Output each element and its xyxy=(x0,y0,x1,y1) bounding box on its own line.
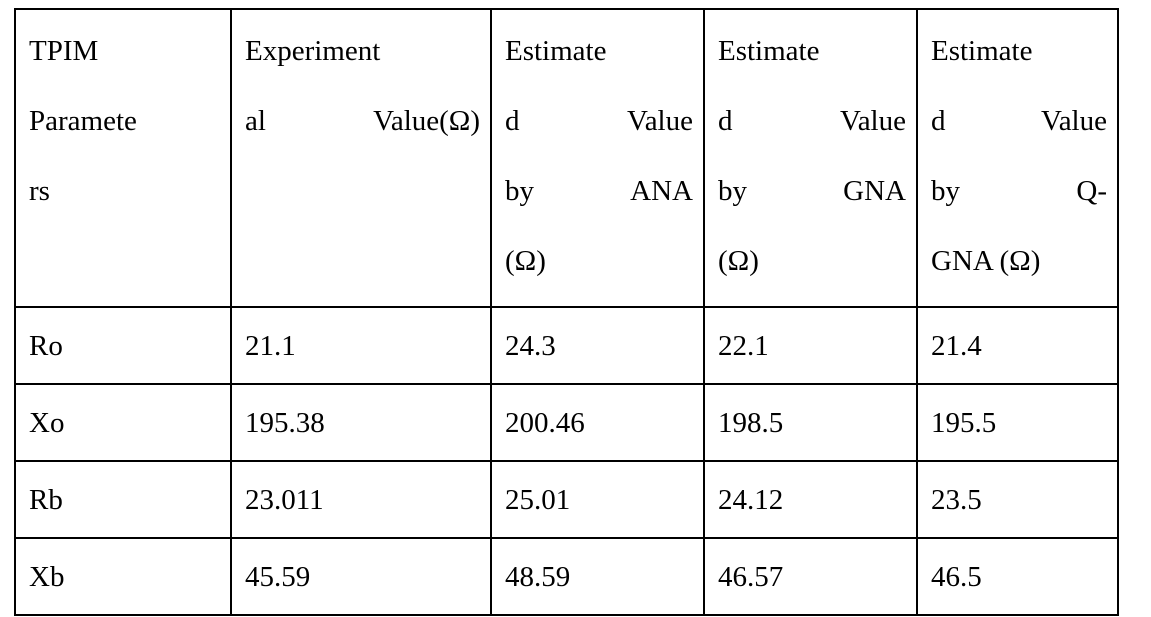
value-cell: 48.59 xyxy=(490,537,705,616)
header-line: d Value xyxy=(505,105,693,137)
header-line: rs xyxy=(29,175,50,207)
table-row-xo: Xo 195.38 200.46 198.5 195.5 xyxy=(14,383,1119,462)
header-line: (Ω) xyxy=(718,245,759,277)
value-cell: 46.57 xyxy=(703,537,918,616)
header-line: GNA (Ω) xyxy=(931,245,1041,277)
header-line: al Value(Ω) xyxy=(245,105,480,137)
param-cell: Xb xyxy=(14,537,232,616)
table-row-rb: Rb 23.011 25.01 24.12 23.5 xyxy=(14,460,1119,539)
header-line: Experiment xyxy=(245,35,381,67)
header-line: (Ω) xyxy=(505,245,546,277)
header-line: Paramete xyxy=(29,105,137,137)
header-line: by Q- xyxy=(931,175,1107,207)
table-row-ro: Ro 21.1 24.3 22.1 21.4 xyxy=(14,306,1119,385)
header-cell-estimated-value-qgna: Estimate d Value by Q- GNA (Ω) xyxy=(916,8,1119,308)
table-row-xb: Xb 45.59 48.59 46.57 46.5 xyxy=(14,537,1119,616)
header-line: d Value xyxy=(718,105,906,137)
value-cell: 22.1 xyxy=(703,306,918,385)
value-cell: 23.5 xyxy=(916,460,1119,539)
header-line: Estimate xyxy=(931,35,1033,67)
value-cell: 198.5 xyxy=(703,383,918,462)
param-cell: Rb xyxy=(14,460,232,539)
value-cell: 25.01 xyxy=(490,460,705,539)
param-cell: Xo xyxy=(14,383,232,462)
value-cell: 24.12 xyxy=(703,460,918,539)
value-cell: 21.1 xyxy=(230,306,492,385)
header-line: Estimate xyxy=(718,35,820,67)
param-cell: Ro xyxy=(14,306,232,385)
header-line: d Value xyxy=(931,105,1107,137)
header-row: TPIM Paramete rs Experiment al Value(Ω) … xyxy=(14,8,1119,308)
header-cell-experimental-value: Experiment al Value(Ω) xyxy=(230,8,492,308)
value-cell: 23.011 xyxy=(230,460,492,539)
value-cell: 21.4 xyxy=(916,306,1119,385)
header-cell-estimated-value-gna: Estimate d Value by GNA (Ω) xyxy=(703,8,918,308)
header-line: TPIM xyxy=(29,35,99,67)
value-cell: 46.5 xyxy=(916,537,1119,616)
value-cell: 195.38 xyxy=(230,383,492,462)
tpim-parameters-table: TPIM Paramete rs Experiment al Value(Ω) … xyxy=(14,8,1119,616)
value-cell: 195.5 xyxy=(916,383,1119,462)
value-cell: 45.59 xyxy=(230,537,492,616)
header-line: by ANA xyxy=(505,175,693,207)
value-cell: 24.3 xyxy=(490,306,705,385)
header-line: by GNA xyxy=(718,175,906,207)
header-line: Estimate xyxy=(505,35,607,67)
value-cell: 200.46 xyxy=(490,383,705,462)
header-cell-tpim-parameters: TPIM Paramete rs xyxy=(14,8,232,308)
header-cell-estimated-value-ana: Estimate d Value by ANA (Ω) xyxy=(490,8,705,308)
